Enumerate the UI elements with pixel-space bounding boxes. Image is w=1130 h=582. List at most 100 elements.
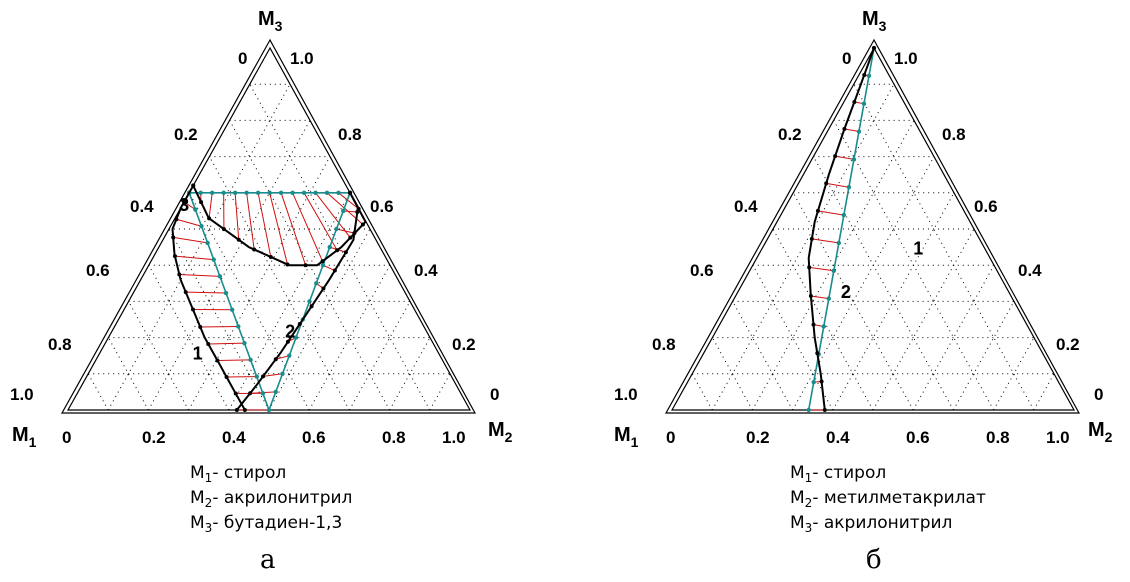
teal-point [273,389,278,395]
teal-point [266,407,272,413]
black-point [183,290,188,295]
teal-point [236,324,241,329]
grid-line [348,301,411,411]
vertex-left-text: M1 [12,424,37,450]
grid-line [87,373,109,411]
curve-label: 1 [193,343,203,363]
teal-point [293,335,299,340]
black-point [268,254,273,259]
ternary-diagram-b: M3 M1 M2 0 0.2 0.4 0.6 0.8 1.0 0 0.2 0.4… [614,8,1113,575]
black-curves-a [171,183,367,412]
tick-bottom-a: 0 [62,428,71,447]
curve-labels-b: 12 [841,238,923,301]
panel-label-a: а [260,545,276,575]
tick-bottom-a: 0.6 [302,428,326,447]
black-point [808,294,813,299]
black-point [811,322,816,327]
grid-line [872,228,975,411]
black-point [815,351,820,356]
dotted-grid-b [691,83,1055,411]
black-curves-b [807,46,876,412]
tieline [246,192,255,250]
tieline [817,210,844,216]
tieline [185,291,227,294]
legend-item-a: M3- бутадиен-1,3 [190,513,342,535]
teal-point [334,226,339,232]
black-point [815,208,820,213]
teal-point [205,240,210,246]
teal-curves-a [187,190,353,413]
teal-curve-1 [188,192,270,411]
tieline [835,155,854,160]
black-point [348,190,352,195]
black-point [343,250,348,255]
tieline [810,295,829,300]
black-point [807,265,812,270]
teal-point [324,190,330,195]
tick-right-a: 1.0 [290,49,314,68]
black-point [215,358,220,363]
tick-bottom-a: 0.4 [222,428,246,447]
teal-point [826,296,831,301]
grid-line [188,156,331,411]
black-point [872,46,876,50]
teal-point [846,185,852,190]
tieline [338,192,359,210]
tick-right-a: 0.6 [370,197,394,216]
tick-bottom-b: 0 [666,428,675,447]
vertex-top-text: M3 [862,8,887,34]
black-point [191,307,196,312]
teal-point [242,340,247,346]
black-point [207,216,212,221]
teal-point [280,371,285,376]
tieline [183,201,196,210]
tick-bottom-a: 0.8 [382,428,406,447]
black-point [321,286,326,291]
tick-left-b: 0.4 [734,197,758,216]
grid-line [1033,373,1055,411]
black-point [285,262,290,267]
vertex-label-top-a: M3 [258,8,283,34]
tick-right-a: 0 [490,385,499,404]
black-point [833,154,838,159]
teal-point [209,190,215,195]
tieline [263,373,283,377]
tick-left-a: 0 [238,49,247,68]
grid-line [168,228,270,411]
teal-point [314,281,319,286]
curve-label: 2 [841,282,851,302]
legend-item-a: M2- акрилонитрил [190,488,352,510]
black-point [242,408,247,412]
tick-right-b: 0 [1094,385,1103,404]
vertex-left-text: M1 [614,424,639,450]
teal-point [307,299,312,304]
tick-right-a: 0.4 [414,261,438,280]
grid-line [853,83,1035,411]
vertex-label-right-b: M2 [1088,419,1113,445]
vertex-label-top-b: M3 [862,8,887,34]
grid-line [812,156,954,411]
tielines-a [173,185,364,411]
tieline [257,192,272,258]
tieline [811,238,839,244]
tick-left-b: 0 [842,49,851,68]
black-point [206,342,211,347]
tick-bottom-b: 1.0 [1046,428,1070,447]
black-point [174,217,179,222]
tick-bottom-b: 0.6 [906,428,930,447]
black-point [234,408,239,412]
black-curve-3 [192,185,367,267]
teal-point [229,307,235,312]
tick-left-b: 0.8 [652,335,676,354]
tick-right-b: 0.2 [1056,335,1080,354]
black-point [809,236,814,241]
tieline [280,192,307,266]
grid-line [732,301,794,411]
teal-point [336,190,341,195]
grid-line [249,83,431,411]
black-point [332,268,337,273]
teal-point [248,357,253,363]
black-point [273,357,278,362]
teal-point [821,324,826,329]
